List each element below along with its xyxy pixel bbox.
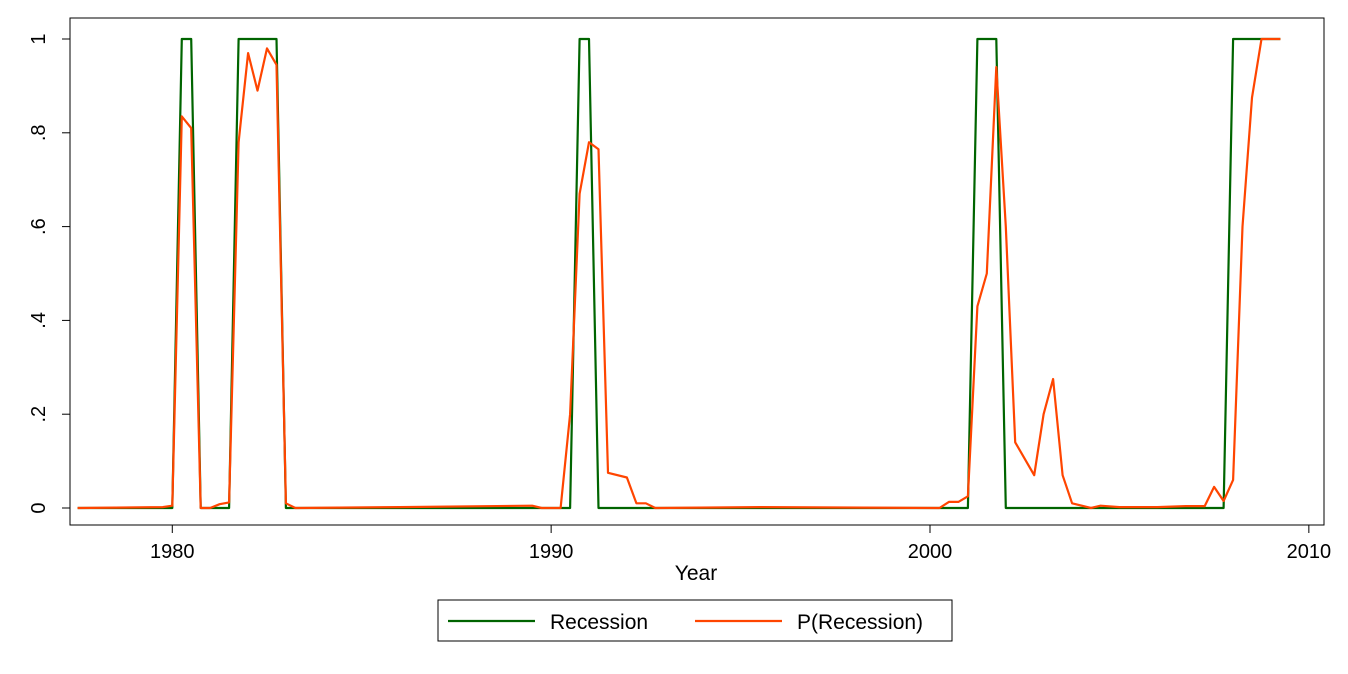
y-tick-label: .2 (28, 406, 50, 423)
y-tick-label: 0 (28, 502, 50, 513)
x-axis: 1980 1990 2000 2010 (150, 525, 1331, 563)
legend-label-recession: Recession (550, 611, 648, 634)
series-line-p-recession (77, 37, 1281, 510)
y-tick-label: .6 (28, 218, 50, 235)
y-tick-label: .8 (28, 124, 50, 141)
series-layer (77, 37, 1281, 510)
y-tick-label: .4 (28, 312, 50, 329)
x-axis-title: Year (675, 562, 717, 585)
y-tick-label: 1 (28, 33, 50, 44)
legend-label-p-recession: P(Recession) (797, 611, 923, 634)
x-tick-label: 1990 (529, 541, 574, 563)
legend: Recession P(Recession) (437, 599, 953, 642)
plot-area (69, 17, 1325, 526)
x-tick-label: 2010 (1287, 541, 1332, 563)
y-axis: 0 .2 .4 .6 .8 1 (28, 33, 70, 514)
x-tick-label: 1980 (150, 541, 195, 563)
series-line-recession (77, 37, 1281, 510)
x-tick-label: 2000 (908, 541, 953, 563)
